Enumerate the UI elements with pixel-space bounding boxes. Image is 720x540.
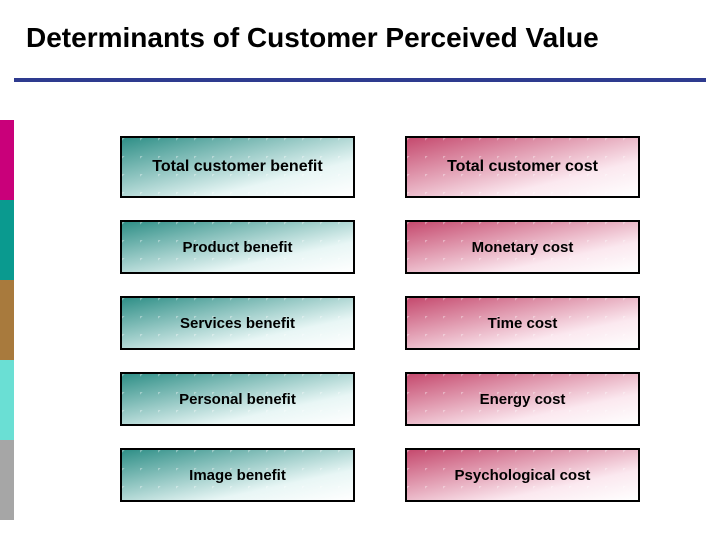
page-title: Determinants of Customer Perceived Value <box>26 22 599 54</box>
cost-label: Energy cost <box>480 391 566 408</box>
benefit-header-label: Total customer benefit <box>152 158 322 176</box>
title-underline <box>14 78 706 82</box>
accent-stripe <box>0 280 14 360</box>
accent-stripe <box>0 200 14 280</box>
benefit-box: Product benefit <box>120 220 355 274</box>
benefit-box: Services benefit <box>120 296 355 350</box>
cost-header-label: Total customer cost <box>447 158 598 176</box>
cost-label: Psychological cost <box>455 467 591 484</box>
cost-box: Energy cost <box>405 372 640 426</box>
accent-sidebar <box>0 120 14 520</box>
benefit-column: Total customer benefit Product benefit S… <box>120 136 355 520</box>
benefit-label: Product benefit <box>182 239 292 256</box>
cost-column: Total customer cost Monetary cost Time c… <box>405 136 640 520</box>
benefit-box: Personal benefit <box>120 372 355 426</box>
cost-box: Time cost <box>405 296 640 350</box>
diagram-columns: Total customer benefit Product benefit S… <box>120 136 640 520</box>
accent-stripe <box>0 120 14 200</box>
cost-box: Psychological cost <box>405 448 640 502</box>
benefit-header-box: Total customer benefit <box>120 136 355 198</box>
cost-label: Monetary cost <box>472 239 574 256</box>
benefit-label: Services benefit <box>180 315 295 332</box>
benefit-label: Personal benefit <box>179 391 296 408</box>
cost-header-box: Total customer cost <box>405 136 640 198</box>
accent-stripe <box>0 440 14 520</box>
cost-box: Monetary cost <box>405 220 640 274</box>
cost-label: Time cost <box>488 315 558 332</box>
benefit-box: Image benefit <box>120 448 355 502</box>
accent-stripe <box>0 360 14 440</box>
benefit-label: Image benefit <box>189 467 286 484</box>
